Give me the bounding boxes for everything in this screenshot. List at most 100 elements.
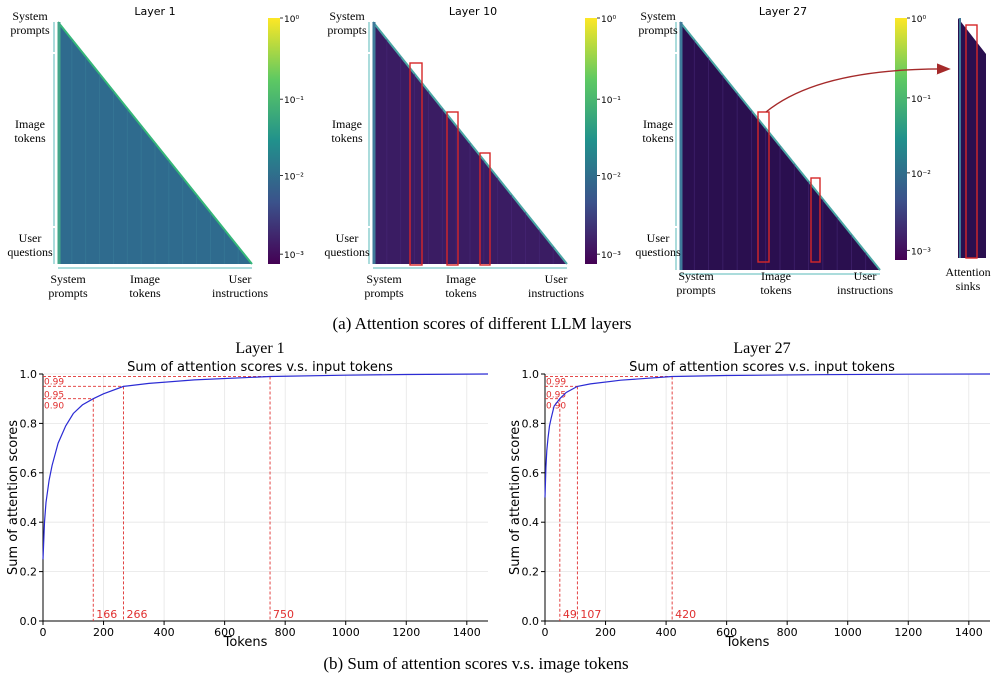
chart-2: Layer 27 Sum of attention scores v.s. inp… bbox=[508, 340, 991, 650]
colorbar-tick-label: 10⁰ bbox=[284, 15, 299, 25]
highlight-box bbox=[479, 152, 491, 266]
y-label: prompts bbox=[10, 23, 50, 37]
y-tick-label: 0.8 bbox=[20, 417, 38, 430]
threshold-token-label: 49 bbox=[563, 608, 577, 621]
y-label: tokens bbox=[14, 131, 46, 145]
highlight-box bbox=[810, 177, 821, 263]
colorbar-tick-label: 10⁻² bbox=[911, 170, 931, 180]
colorbar-tick-label: 10⁻² bbox=[601, 172, 621, 182]
heatmap-title: Layer 10 bbox=[449, 5, 497, 18]
y-tick-label: 0.2 bbox=[20, 566, 38, 579]
heatmaps-panel: Layer 1SystempromptsImagetokensUserquest… bbox=[7, 5, 931, 300]
heatmap-3: Layer 27SystempromptsImagetokensUserques… bbox=[635, 5, 931, 297]
y-label: questions bbox=[7, 245, 53, 259]
chart-title: Sum of attention scores v.s. input token… bbox=[127, 360, 393, 375]
colorbar bbox=[895, 18, 907, 260]
colorbar-tick-label: 10⁻³ bbox=[911, 247, 931, 257]
y-axis-label: Sum of attention scores bbox=[508, 420, 523, 575]
chart-1: Layer 1 Sum of attention scores v.s. inpu… bbox=[6, 340, 489, 650]
x-label: prompts bbox=[48, 286, 88, 300]
x-tick-label: 400 bbox=[154, 626, 175, 639]
highlight-box bbox=[757, 111, 770, 263]
y-label: Image bbox=[643, 117, 673, 131]
threshold-token-label: 166 bbox=[96, 608, 117, 621]
colorbar-tick-label: 10⁰ bbox=[911, 15, 926, 25]
line-charts-panel: Layer 1 Sum of attention scores v.s. inpu… bbox=[6, 340, 991, 650]
x-tick-label: 1000 bbox=[332, 626, 360, 639]
threshold-token-label: 750 bbox=[273, 608, 294, 621]
y-label: prompts bbox=[638, 23, 678, 37]
x-tick-label: 600 bbox=[214, 626, 235, 639]
cumulative-curve bbox=[544, 373, 991, 498]
threshold-level-label: 0.99 bbox=[44, 377, 64, 387]
y-label: System bbox=[640, 9, 676, 23]
x-label: User bbox=[854, 269, 877, 283]
colorbar-tick-label: 10⁻¹ bbox=[284, 96, 304, 106]
colorbar-tick-label: 10⁻³ bbox=[284, 251, 304, 261]
heatmap-title: Layer 27 bbox=[759, 5, 807, 18]
threshold-level-label: 0.95 bbox=[44, 390, 64, 400]
colorbar-tick-label: 10⁻¹ bbox=[911, 95, 931, 105]
x-axis-label: Tokens bbox=[223, 635, 268, 650]
colorbar-tick-label: 10⁻¹ bbox=[601, 96, 621, 106]
y-tick-label: 0.6 bbox=[20, 467, 38, 480]
sinks-label: Attention bbox=[945, 265, 990, 279]
x-label: instructions bbox=[528, 286, 584, 300]
threshold-level-label: 0.90 bbox=[546, 402, 566, 412]
x-axis-label: Tokens bbox=[725, 635, 770, 650]
x-label: Image bbox=[130, 272, 160, 286]
y-axis-label: Sum of attention scores bbox=[6, 420, 21, 575]
highlight-box bbox=[409, 62, 423, 266]
caption-b: (b) Sum of attention scores v.s. image t… bbox=[323, 654, 628, 673]
x-label: tokens bbox=[445, 286, 477, 300]
y-label: questions bbox=[635, 245, 681, 259]
heatmap-1: Layer 1SystempromptsImagetokensUserquest… bbox=[7, 5, 304, 300]
chart-heading: Layer 27 bbox=[733, 340, 790, 357]
x-tick-label: 0 bbox=[40, 626, 47, 639]
threshold-level-label: 0.99 bbox=[546, 377, 566, 387]
y-label: prompts bbox=[327, 23, 367, 37]
x-label: instructions bbox=[212, 286, 268, 300]
y-tick-label: 0.6 bbox=[522, 467, 540, 480]
x-label: System bbox=[366, 272, 402, 286]
colorbar-tick-label: 10⁻³ bbox=[601, 251, 621, 261]
x-label: Image bbox=[446, 272, 476, 286]
x-tick-label: 800 bbox=[275, 626, 296, 639]
highlight-box bbox=[446, 111, 459, 266]
threshold-token-label: 420 bbox=[675, 608, 696, 621]
y-tick-label: 0.4 bbox=[20, 516, 38, 529]
x-label: instructions bbox=[837, 283, 893, 297]
x-tick-label: 800 bbox=[777, 626, 798, 639]
x-label: prompts bbox=[676, 283, 716, 297]
y-label: User bbox=[336, 231, 359, 245]
x-label: System bbox=[50, 272, 86, 286]
x-tick-label: 1200 bbox=[894, 626, 922, 639]
cumulative-curve bbox=[42, 373, 489, 560]
x-tick-label: 600 bbox=[716, 626, 737, 639]
threshold-token-label: 266 bbox=[127, 608, 148, 621]
x-label: User bbox=[545, 272, 568, 286]
x-tick-label: 1400 bbox=[955, 626, 983, 639]
y-label: tokens bbox=[642, 131, 674, 145]
y-tick-label: 0.0 bbox=[522, 615, 540, 628]
y-label: User bbox=[19, 231, 42, 245]
x-label: User bbox=[229, 272, 252, 286]
x-tick-label: 200 bbox=[595, 626, 616, 639]
x-label: prompts bbox=[364, 286, 404, 300]
colorbar-tick-label: 10⁻² bbox=[284, 172, 304, 182]
y-label: Image bbox=[15, 117, 45, 131]
y-label: System bbox=[329, 9, 365, 23]
x-label: tokens bbox=[760, 283, 792, 297]
y-tick-label: 0.0 bbox=[20, 615, 38, 628]
y-label: System bbox=[12, 9, 48, 23]
y-label: questions bbox=[324, 245, 370, 259]
colorbar-tick-label: 10⁰ bbox=[601, 15, 616, 25]
threshold-token-label: 107 bbox=[580, 608, 601, 621]
x-tick-label: 1000 bbox=[834, 626, 862, 639]
y-tick-label: 0.4 bbox=[522, 516, 540, 529]
heatmap-2: Layer 10SystempromptsImagetokensUserques… bbox=[324, 5, 621, 300]
x-tick-label: 1400 bbox=[453, 626, 481, 639]
y-tick-label: 1.0 bbox=[20, 368, 38, 381]
x-tick-label: 200 bbox=[93, 626, 114, 639]
threshold-level-label: 0.95 bbox=[546, 390, 566, 400]
